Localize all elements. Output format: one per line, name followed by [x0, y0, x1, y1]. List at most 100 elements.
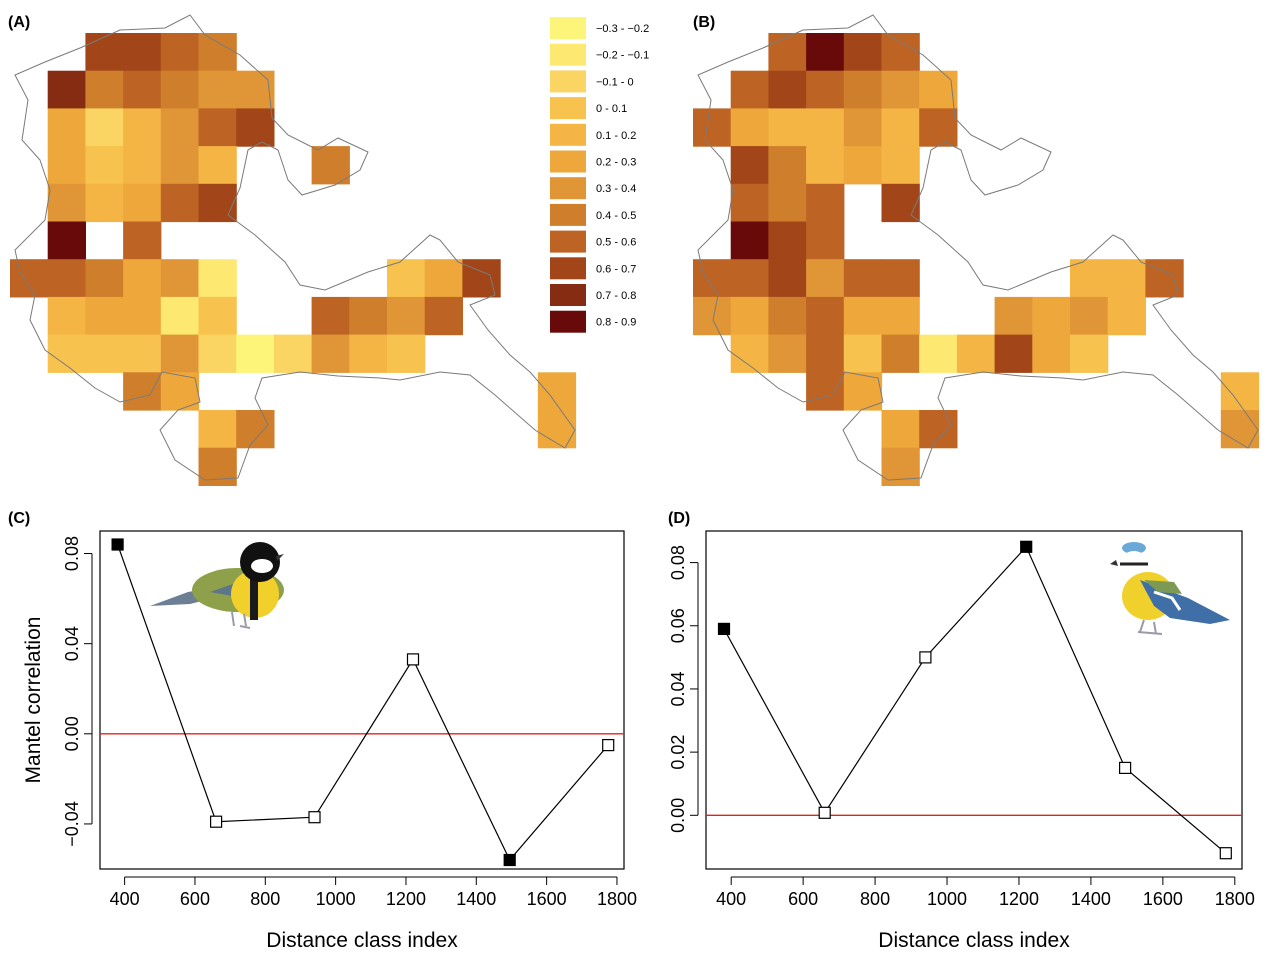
map-a-cell	[47, 221, 86, 260]
plot-frame-d	[705, 530, 1243, 870]
map-b-cell	[881, 296, 920, 336]
map-a-cell	[160, 146, 200, 185]
map-b-cell	[919, 108, 958, 147]
legend-label: 0.8 - 0.9	[596, 317, 636, 329]
legend-swatch	[550, 257, 586, 280]
map-b-cell	[881, 70, 920, 109]
data-point-significant	[1020, 540, 1033, 553]
data-point	[308, 811, 321, 824]
legend-swatch	[550, 97, 586, 120]
map-a-cell	[123, 146, 162, 185]
map-a-cell	[47, 108, 86, 147]
map-b-cell	[881, 33, 920, 72]
map-b-cell	[843, 334, 883, 373]
map-a-cell	[198, 146, 237, 185]
x-tick-label: 1600	[527, 889, 567, 909]
map-a-cell	[123, 221, 162, 260]
map-a-cell	[387, 296, 426, 336]
map-a-cell	[85, 259, 124, 298]
legend-swatch	[550, 150, 586, 173]
map-b-cell	[881, 447, 920, 486]
map-b-cell	[1107, 296, 1146, 336]
map-a-grid	[10, 33, 577, 486]
map-a-cell	[85, 183, 124, 223]
x-tick-label: 400	[110, 889, 140, 909]
x-tick-label: 1800	[1215, 889, 1255, 909]
y-tick-label: 0.02	[668, 735, 688, 770]
x-tick-label: 600	[788, 889, 818, 909]
x-tick-label: 600	[180, 889, 210, 909]
map-b-cell	[919, 70, 958, 109]
map-b-cell	[730, 70, 769, 109]
map-a-cell	[387, 259, 426, 298]
panel-c-chart: (C) 0.08 0.04 0.00 −0.04 400 600 800 1000 1200 1…	[8, 510, 637, 952]
map-b-outline	[697, 14, 1259, 481]
map-a-cell	[47, 334, 86, 373]
map-a-outline	[14, 14, 576, 481]
series-c	[111, 538, 615, 867]
legend-label: 0.1 - 0.2	[596, 130, 636, 142]
map-a-cell	[198, 183, 237, 223]
legend: −0.3 - −0.2 −0.2 - −0.1 −0.1 - 0 0 - 0.1 0.1…	[550, 17, 649, 333]
map-a-cell	[311, 296, 350, 336]
map-a-cell	[198, 108, 237, 147]
map-a-cell	[123, 334, 162, 373]
map-a-cell	[47, 146, 86, 185]
map-b-cell	[919, 334, 958, 373]
legend-swatch	[550, 43, 586, 66]
series-line	[117, 544, 609, 862]
map-a-cell	[123, 33, 162, 72]
map-b-cell	[1220, 410, 1260, 449]
x-tick-label: 400	[716, 889, 746, 909]
legend-label: 0.2 - 0.3	[596, 157, 636, 169]
map-b-cell	[806, 296, 845, 336]
y-tick-label: 0.00	[62, 716, 82, 751]
map-a-cell	[160, 259, 200, 298]
map-a-cell	[387, 334, 426, 373]
map-b-cell	[693, 296, 732, 336]
map-b-cell	[730, 146, 769, 185]
y-axis-c: 0.08 0.04 0.00 −0.04	[62, 536, 93, 847]
map-b-cell	[919, 410, 958, 449]
legend-swatch	[550, 70, 586, 93]
data-point-significant	[111, 538, 124, 551]
map-b-cell	[768, 221, 807, 260]
legend-swatch	[550, 310, 586, 333]
map-b-cell	[843, 146, 883, 185]
map-a-cell	[236, 334, 275, 373]
map-a-cell	[311, 334, 350, 373]
blue-tit-bird-icon	[1110, 542, 1230, 635]
map-a-cell	[123, 296, 162, 336]
legend-label: 0.6 - 0.7	[596, 263, 636, 275]
map-a-cell	[349, 296, 388, 336]
y-tick-label: 0.08	[62, 536, 82, 571]
x-tick-label: 1400	[456, 889, 496, 909]
map-b-cell	[768, 108, 807, 147]
map-a-cell	[160, 296, 200, 336]
map-b-cell	[843, 296, 883, 336]
x-axis-title-c: Distance class index	[266, 929, 458, 952]
map-a-cell	[160, 70, 200, 109]
panel-label-b: (B)	[693, 14, 715, 31]
data-point	[210, 815, 223, 828]
map-a-cell	[123, 372, 162, 411]
map-a-cell	[198, 334, 237, 373]
legend-label: 0.7 - 0.8	[596, 290, 636, 302]
map-b-cell	[994, 334, 1033, 373]
data-point	[1219, 847, 1232, 860]
map-b-cell	[730, 334, 769, 373]
map-a-cell	[424, 296, 463, 336]
data-point	[406, 653, 420, 666]
map-b-cell	[768, 259, 807, 298]
map-b-cell	[1070, 259, 1109, 298]
legend-swatch	[550, 17, 586, 39]
x-tick-label: 1200	[386, 889, 426, 909]
data-point	[602, 738, 615, 752]
map-a-cell	[47, 296, 86, 336]
x-tick-label: 1200	[999, 889, 1039, 909]
panel-a-map: (A)	[8, 14, 577, 486]
map-b-cell	[806, 259, 845, 298]
y-tick-label: −0.04	[62, 801, 82, 847]
series-line	[723, 545, 1227, 854]
map-b-cell	[806, 334, 845, 373]
